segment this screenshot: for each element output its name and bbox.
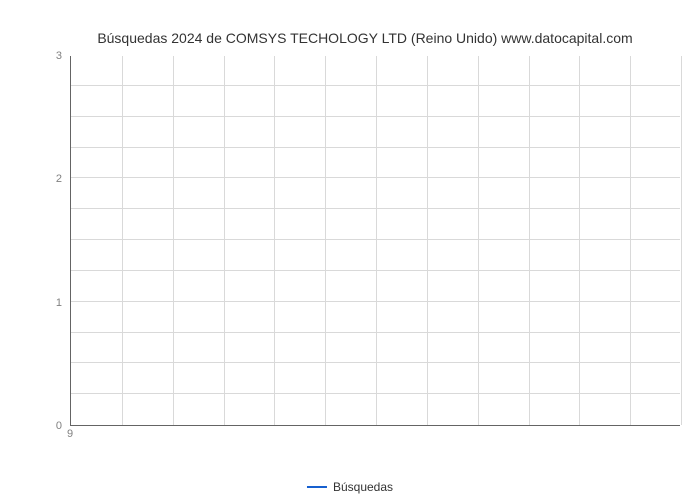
y-tick-label: 3 [56,50,62,62]
y-tick-label: 1 [56,297,62,309]
x-tick-label: 9 [67,428,73,440]
y-tick-label: 2 [56,173,62,185]
x-axis: 9 [70,428,680,444]
legend-swatch [307,486,327,488]
legend-label: Búsquedas [333,480,393,494]
chart-title: Búsquedas 2024 de COMSYS TECHOLOGY LTD (… [50,30,680,46]
y-tick-label: 0 [56,420,62,432]
y-axis: 0123 [48,56,68,426]
plot-area: 0123 9 [70,56,680,426]
grid-area [70,56,680,426]
line-chart: Búsquedas 2024 de COMSYS TECHOLOGY LTD (… [50,30,680,450]
chart-legend: Búsquedas [307,480,393,494]
